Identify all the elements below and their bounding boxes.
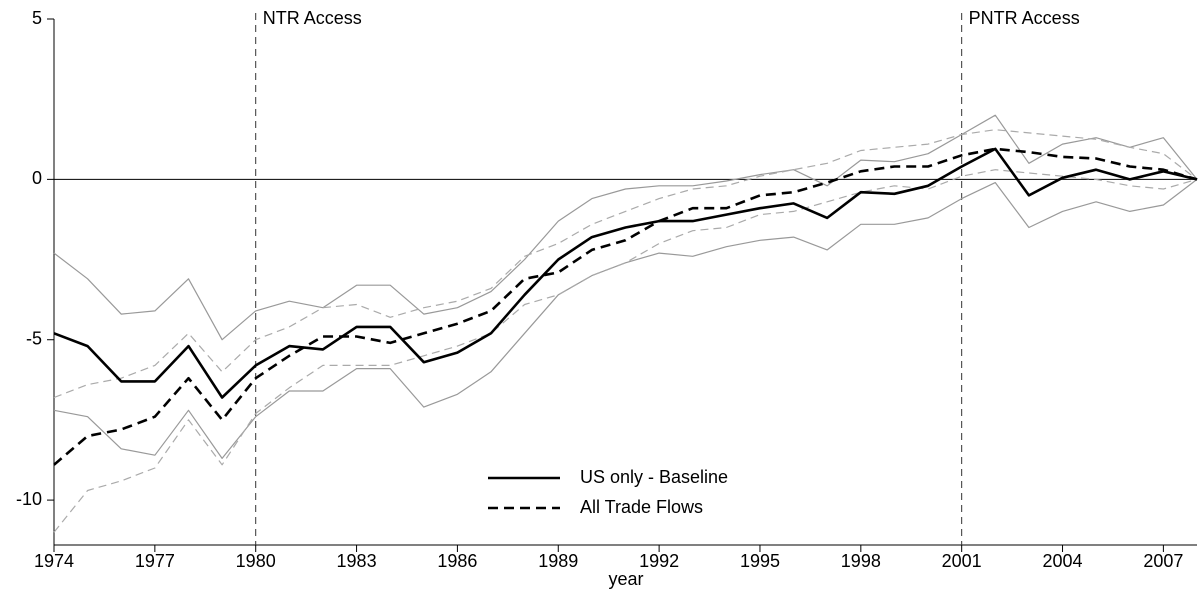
- y-tick-label: 0: [32, 168, 42, 188]
- legend-label: US only - Baseline: [580, 467, 728, 487]
- series-line: [53, 129, 1198, 399]
- x-tick-label: 2007: [1143, 551, 1183, 571]
- series-line: [53, 114, 1198, 341]
- x-tick-label: 2004: [1043, 551, 1083, 571]
- y-tick-label: 5: [32, 8, 42, 28]
- series-line: [53, 147, 1198, 399]
- annotation-label: NTR Access: [263, 8, 362, 28]
- x-tick-label: 1980: [236, 551, 276, 571]
- x-tick-label: 1992: [639, 551, 679, 571]
- annotation-label: PNTR Access: [969, 8, 1080, 28]
- x-tick-label: 1977: [135, 551, 175, 571]
- series-line: [53, 178, 1198, 459]
- y-tick-label: -5: [26, 328, 42, 348]
- x-tick-label: 1998: [841, 551, 881, 571]
- x-tick-label: 1995: [740, 551, 780, 571]
- x-tick-label: 1986: [437, 551, 477, 571]
- y-tick-label: -10: [16, 489, 42, 509]
- x-tick-label: 1989: [538, 551, 578, 571]
- legend-label: All Trade Flows: [580, 497, 703, 517]
- x-tick-label: 1983: [337, 551, 377, 571]
- x-tick-label: 2001: [942, 551, 982, 571]
- series-line: [53, 147, 1198, 466]
- series-line: [53, 169, 1198, 533]
- x-tick-label: 1974: [34, 551, 74, 571]
- x-axis-label: year: [608, 569, 643, 589]
